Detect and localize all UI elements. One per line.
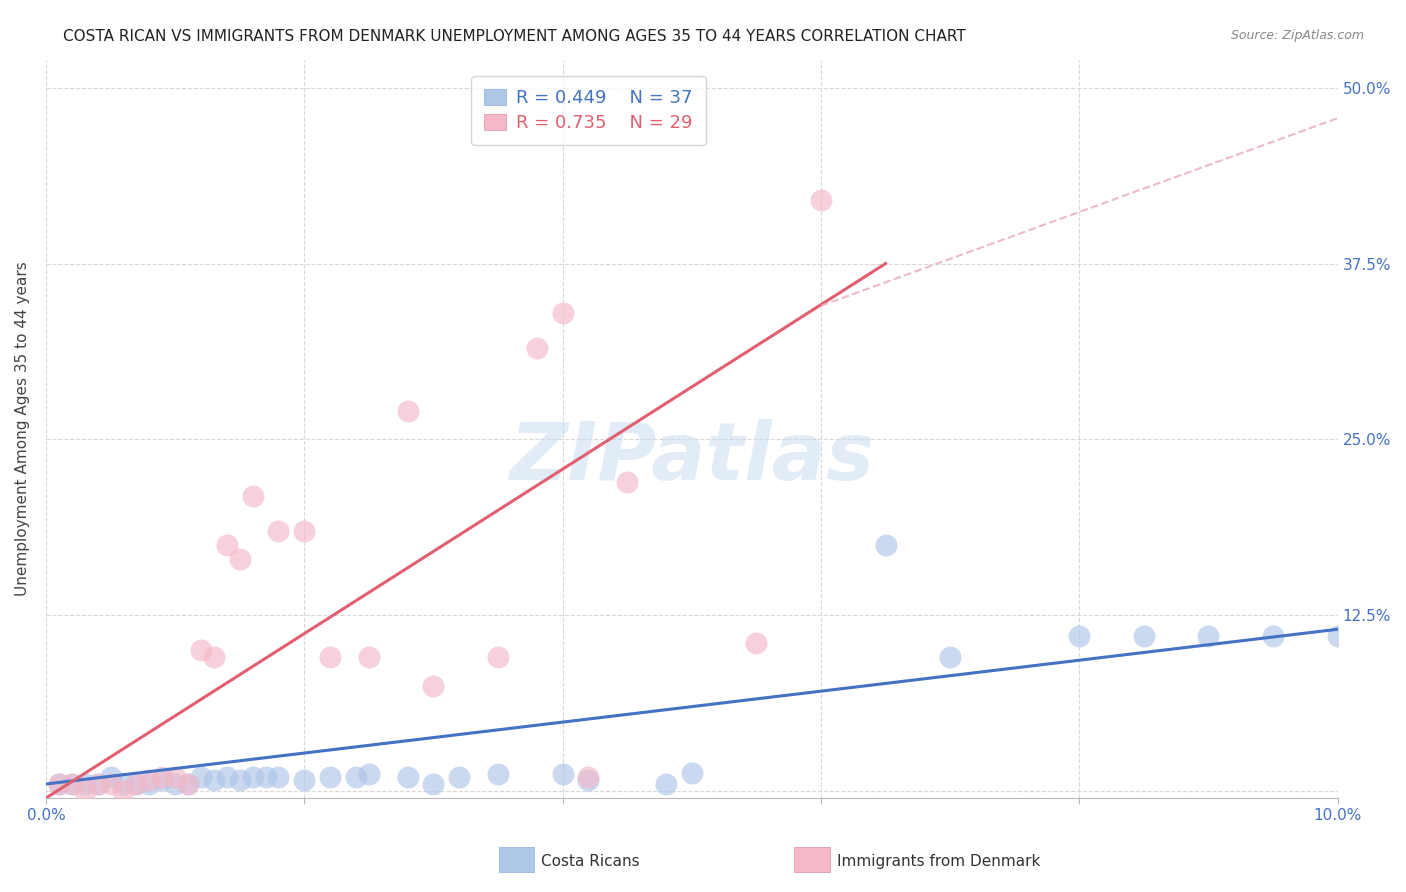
Point — [190, 770, 212, 784]
Point — [125, 777, 148, 791]
Point — [578, 770, 600, 784]
Point — [1261, 629, 1284, 643]
Point — [177, 777, 200, 791]
Point — [655, 777, 678, 791]
Point — [48, 777, 70, 791]
Point — [177, 777, 200, 791]
Point — [1326, 629, 1348, 643]
Point — [357, 767, 380, 781]
Point — [1133, 629, 1156, 643]
Text: Source: ZipAtlas.com: Source: ZipAtlas.com — [1230, 29, 1364, 42]
Point — [486, 767, 509, 781]
Point — [319, 650, 342, 665]
Point — [150, 770, 173, 784]
Point — [357, 650, 380, 665]
Point — [344, 770, 367, 784]
Point — [73, 777, 96, 791]
Point — [810, 194, 832, 208]
Point — [165, 770, 187, 784]
Point — [396, 404, 419, 418]
Text: Immigrants from Denmark: Immigrants from Denmark — [837, 855, 1040, 869]
Point — [616, 475, 638, 489]
Point — [165, 777, 187, 791]
Point — [526, 341, 548, 355]
Point — [396, 770, 419, 784]
Point — [100, 770, 122, 784]
Point — [86, 777, 108, 791]
Point — [138, 772, 160, 787]
Point — [875, 538, 897, 552]
Point — [228, 552, 250, 566]
Point — [100, 777, 122, 791]
Point — [60, 777, 83, 791]
Point — [125, 777, 148, 791]
Point — [267, 524, 290, 538]
Point — [86, 777, 108, 791]
Point — [578, 772, 600, 787]
Point — [202, 772, 225, 787]
Point — [112, 777, 135, 791]
Point — [292, 524, 315, 538]
Point — [449, 770, 471, 784]
Point — [422, 679, 444, 693]
Point — [60, 777, 83, 791]
Point — [150, 772, 173, 787]
Point — [254, 770, 277, 784]
Legend: R = 0.449    N = 37, R = 0.735    N = 29: R = 0.449 N = 37, R = 0.735 N = 29 — [471, 76, 706, 145]
Point — [292, 772, 315, 787]
Point — [486, 650, 509, 665]
Point — [1198, 629, 1220, 643]
Point — [190, 643, 212, 657]
Y-axis label: Unemployment Among Ages 35 to 44 years: Unemployment Among Ages 35 to 44 years — [15, 261, 30, 596]
Point — [215, 770, 238, 784]
Point — [267, 770, 290, 784]
Point — [422, 777, 444, 791]
Text: COSTA RICAN VS IMMIGRANTS FROM DENMARK UNEMPLOYMENT AMONG AGES 35 TO 44 YEARS CO: COSTA RICAN VS IMMIGRANTS FROM DENMARK U… — [63, 29, 966, 44]
Text: Costa Ricans: Costa Ricans — [541, 855, 640, 869]
Point — [1069, 629, 1091, 643]
Point — [242, 770, 264, 784]
Point — [215, 538, 238, 552]
Point — [551, 306, 574, 320]
Point — [745, 636, 768, 650]
Point — [73, 784, 96, 798]
Point — [681, 765, 703, 780]
Point — [242, 489, 264, 503]
Point — [228, 772, 250, 787]
Point — [48, 777, 70, 791]
Text: ZIPatlas: ZIPatlas — [509, 419, 875, 498]
Point — [939, 650, 962, 665]
Point — [138, 777, 160, 791]
Point — [202, 650, 225, 665]
Point — [319, 770, 342, 784]
Point — [551, 767, 574, 781]
Point — [112, 784, 135, 798]
